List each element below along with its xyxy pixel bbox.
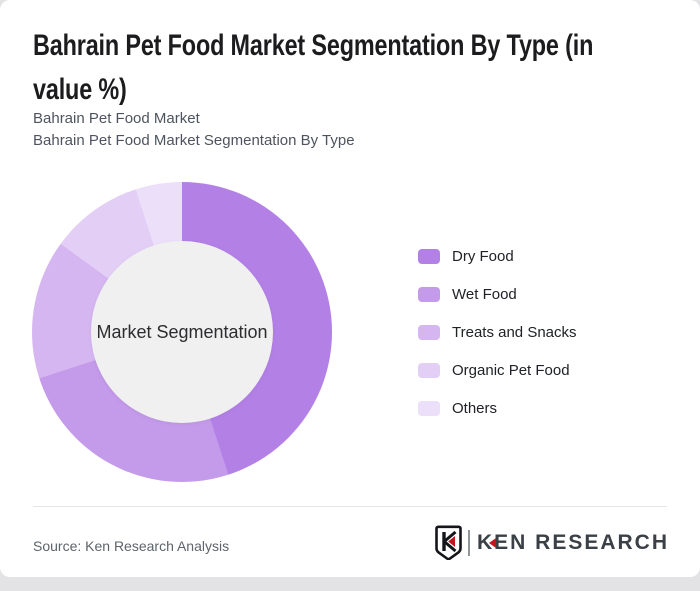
logo-wordmark-k: K <box>476 530 497 554</box>
badge-accent <box>448 536 455 547</box>
legend-swatch <box>418 248 440 264</box>
legend-label: Organic Pet Food <box>452 361 570 379</box>
chart-card: Bahrain Pet Food Market Segmentation By … <box>0 0 700 577</box>
legend-item[interactable]: Others <box>418 399 577 417</box>
page-title: Bahrain Pet Food Market Segmentation By … <box>33 24 593 112</box>
legend-label: Others <box>452 399 498 417</box>
legend-item[interactable]: Dry Food <box>418 247 577 265</box>
logo-red-triangle-icon <box>489 537 497 548</box>
donut-center: Market Segmentation <box>91 241 273 423</box>
page-title-line-2: value %) <box>33 73 127 106</box>
logo-wordmark: K EN RESEARCH <box>477 531 669 555</box>
page-title-line-1: Bahrain Pet Food Market Segmentation By … <box>33 29 594 62</box>
legend-swatch <box>418 362 440 378</box>
ken-research-badge-icon <box>435 525 462 560</box>
donut-center-label: Market Segmentation <box>96 321 268 342</box>
legend-item[interactable]: Organic Pet Food <box>418 361 577 379</box>
ken-research-logo: K EN RESEARCH <box>435 525 669 560</box>
source-note: Source: Ken Research Analysis <box>33 538 230 554</box>
legend-label: Dry Food <box>452 247 514 265</box>
legend-item[interactable]: Wet Food <box>418 285 577 303</box>
legend-swatch <box>418 286 440 302</box>
legend-label: Treats and Snacks <box>452 323 577 341</box>
chart-legend: Dry Food Wet Food Treats and Snacks Orga… <box>418 248 577 438</box>
chart-subtitles: Bahrain Pet Food Market Bahrain Pet Food… <box>33 108 355 152</box>
legend-swatch <box>418 400 440 416</box>
legend-item[interactable]: Treats and Snacks <box>418 323 577 341</box>
logo-wordmark-rest: EN RESEARCH <box>494 530 669 554</box>
legend-swatch <box>418 324 440 340</box>
subtitle-line-2: Bahrain Pet Food Market Segmentation By … <box>33 132 355 149</box>
logo-separator <box>467 529 470 556</box>
subtitle-line-1: Bahrain Pet Food Market <box>33 110 200 127</box>
footer-divider <box>33 506 667 507</box>
legend-label: Wet Food <box>452 285 517 303</box>
